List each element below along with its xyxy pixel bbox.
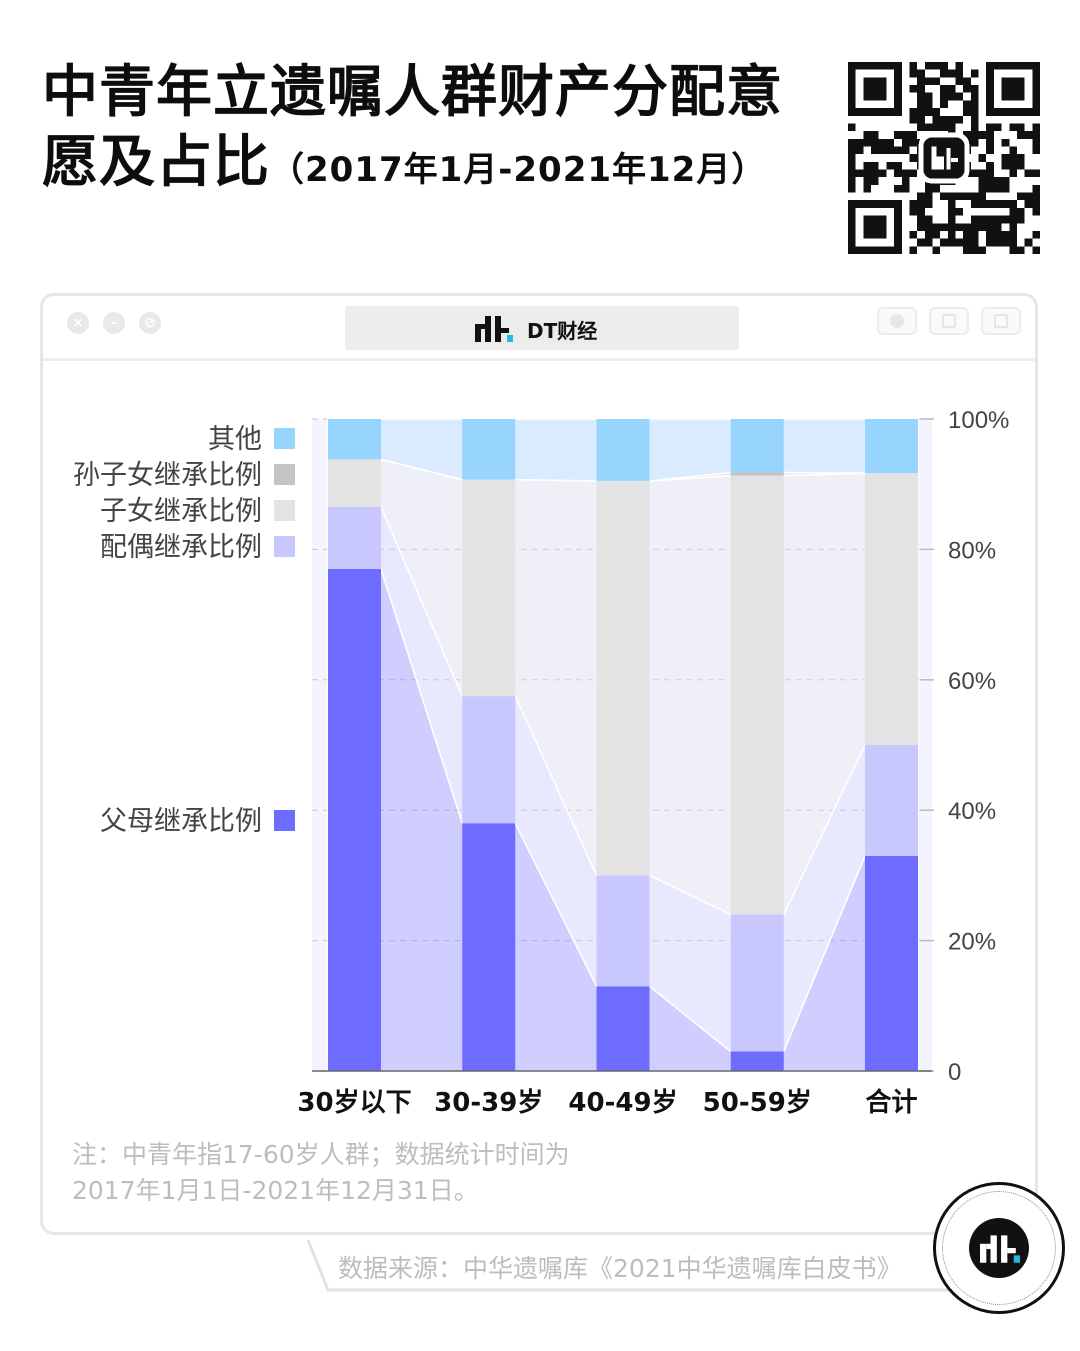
- window-titlebar: × – ⊘ DT财经: [43, 296, 1035, 361]
- source-frame: [306, 1240, 1000, 1292]
- legend-swatch: [274, 500, 295, 521]
- y-tick-label: 20%: [948, 929, 996, 956]
- close-icon[interactable]: ×: [67, 312, 89, 334]
- bar-segment: [328, 459, 381, 508]
- x-tick-label: 30岁以下: [297, 1087, 411, 1118]
- dt-badge-icon: [980, 1235, 1020, 1263]
- bar-segment: [596, 480, 650, 876]
- y-tick-label: 40%: [948, 798, 996, 825]
- y-tick-label: 0: [948, 1059, 961, 1086]
- windows-icon[interactable]: [981, 307, 1021, 335]
- source-box: 数据来源：中华遗嘱库《2021中华遗嘱库白皮书》: [300, 1240, 1040, 1292]
- bar-segment: [328, 568, 381, 1071]
- x-tick-label: 合计: [865, 1087, 917, 1118]
- footnote-line-1: 注：中青年指17-60岁人群；数据统计时间为: [72, 1140, 570, 1169]
- bar-segment: [730, 419, 784, 473]
- address-label: DT财经: [527, 319, 598, 343]
- bar-segment: [730, 914, 784, 1052]
- legend-swatch: [274, 464, 295, 485]
- dt-badge-logo[interactable]: [933, 1182, 1065, 1314]
- bar-segment: [865, 473, 918, 745]
- legend-label: 其他: [208, 424, 262, 455]
- bar-segment: [865, 745, 918, 856]
- legend-swatch: [274, 428, 295, 449]
- bar-segment: [462, 823, 516, 1071]
- legend-swatch: [274, 810, 295, 831]
- page-title: 中青年立遗嘱人群财产分配意愿及占比（2017年1月-2021年12月）: [42, 58, 832, 205]
- bar-segment: [328, 507, 381, 569]
- bar-segment: [462, 479, 516, 697]
- bar-segment: [596, 419, 650, 481]
- x-tick-label: 30-39岁: [434, 1087, 543, 1118]
- title-sub: （2017年1月-2021年12月）: [270, 150, 767, 190]
- bar-segment: [865, 855, 918, 1071]
- dt-logo-icon: [475, 316, 513, 342]
- bar-segment: [462, 696, 516, 824]
- bar-segment: [596, 875, 650, 987]
- record-icon[interactable]: [877, 307, 917, 335]
- maximize-icon[interactable]: ⊘: [139, 312, 161, 334]
- footnote: 注：中青年指17-60岁人群；数据统计时间为 2017年1月1日-2021年12…: [72, 1137, 570, 1209]
- legend-label: 孙子女继承比例: [73, 460, 262, 491]
- bar-segment: [596, 986, 650, 1071]
- legend-label: 子女继承比例: [100, 496, 262, 527]
- title-main: 中青年立遗嘱人群财产分配意愿及占比: [42, 60, 783, 195]
- address-bar[interactable]: DT财经: [345, 306, 739, 350]
- x-tick-label: 40-49岁: [568, 1087, 677, 1118]
- y-tick-label: 80%: [948, 537, 996, 564]
- qr-code: [848, 62, 1040, 254]
- bar-segment: [462, 419, 516, 480]
- y-tick-label: 100%: [948, 407, 1009, 434]
- x-tick-label: 50-59岁: [703, 1087, 812, 1118]
- bar-segment: [328, 419, 381, 460]
- share-icon[interactable]: [929, 307, 969, 335]
- legend-swatch: [274, 536, 295, 557]
- legend-label: 配偶继承比例: [100, 532, 262, 563]
- footnote-line-2: 2017年1月1日-2021年12月31日。: [72, 1176, 479, 1205]
- bar-segment: [730, 1051, 784, 1071]
- legend-label: 父母继承比例: [100, 806, 262, 837]
- y-tick-label: 60%: [948, 668, 996, 695]
- source-text: 数据来源：中华遗嘱库《2021中华遗嘱库白皮书》: [338, 1254, 902, 1283]
- bar-segment: [865, 419, 918, 474]
- minimize-icon[interactable]: –: [103, 312, 125, 334]
- bar-segment: [730, 475, 784, 915]
- bar-segment: [730, 472, 784, 476]
